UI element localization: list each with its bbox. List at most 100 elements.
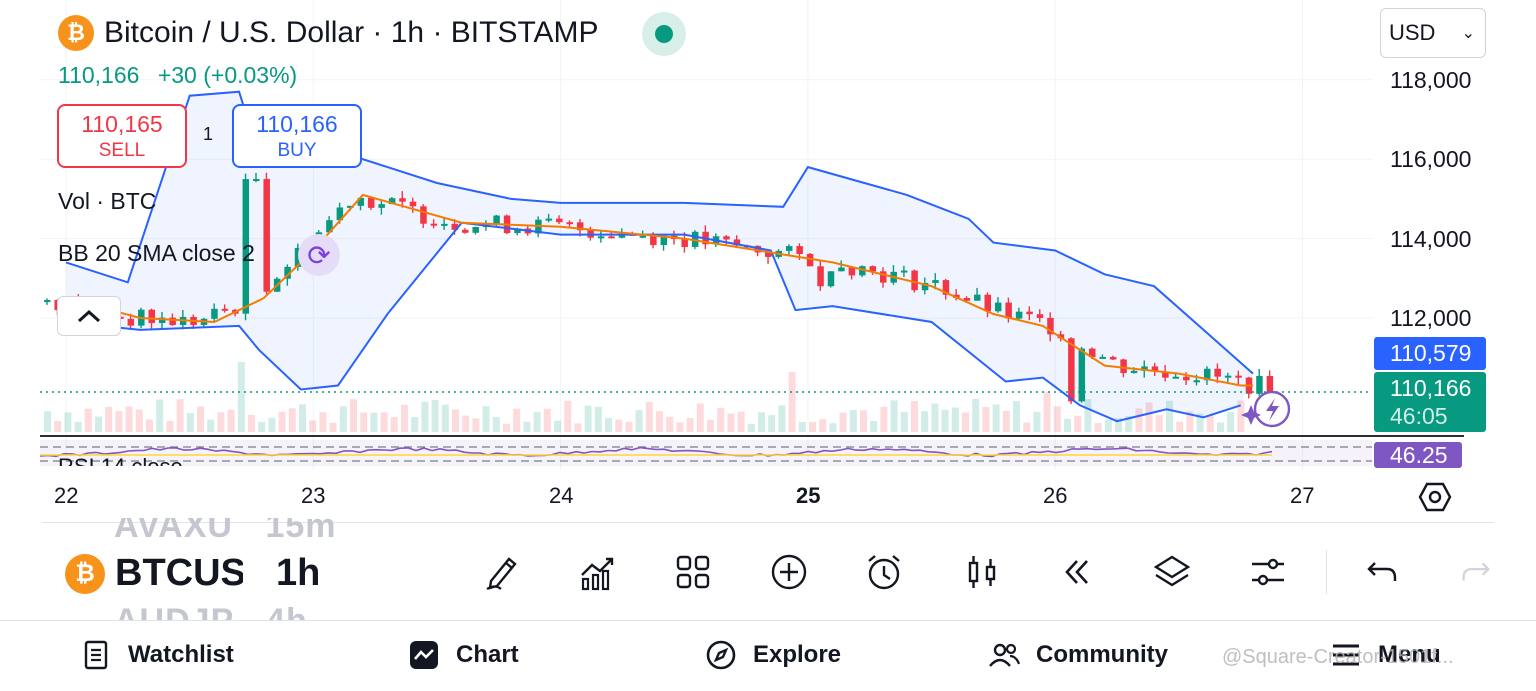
candle-body [723, 236, 730, 240]
volume-bar [1125, 416, 1133, 432]
plus-circle-icon [771, 554, 807, 590]
candle-body [44, 300, 51, 303]
sparkle-icon [1241, 405, 1261, 425]
rsi-value-tag: 46.25 [1374, 442, 1462, 468]
candle-body [639, 235, 647, 238]
volume-bar [156, 399, 164, 432]
volume-bar [819, 419, 827, 432]
chart-settings-icon[interactable] [1418, 480, 1452, 514]
symbol-title[interactable]: ₿ Bitcoin / U.S. Dollar · 1h · BITSTAMP [58, 12, 599, 54]
volume-bar [584, 405, 592, 432]
last-price-tag: 110,166 46:05 [1374, 372, 1486, 432]
volume-bar [574, 423, 582, 432]
volume-bar [176, 399, 184, 432]
symbol-picker-next[interactable]: AUDJP 4h [114, 604, 308, 622]
candle-body [576, 222, 584, 231]
layouts-button[interactable] [669, 548, 717, 596]
volume-bar [482, 406, 490, 432]
symbol-picker-prev[interactable]: AVAXU 15m [114, 518, 337, 546]
volume-bar [329, 422, 337, 432]
volume-bar [543, 408, 551, 432]
candle-body [514, 228, 521, 234]
sell-button[interactable]: 110,165 SELL [57, 104, 187, 168]
volume-bar [1176, 421, 1184, 432]
candle-body [618, 233, 626, 238]
alarm-icon [868, 555, 900, 590]
volume-bar [666, 416, 674, 432]
undo-button[interactable] [1358, 548, 1406, 596]
volume-bar [911, 400, 918, 432]
candle-body [399, 198, 406, 202]
add-button[interactable] [765, 548, 813, 596]
volume-bar [146, 419, 153, 432]
nav-community[interactable]: Community [988, 639, 1168, 671]
redo-button[interactable] [1456, 548, 1496, 596]
volume-bar [248, 414, 255, 432]
trade-quantity[interactable]: 1 [203, 124, 214, 144]
toolbar-separator [1326, 550, 1327, 594]
candle-body [1015, 311, 1023, 319]
candle-body [347, 205, 354, 208]
replay-button[interactable] [1052, 548, 1100, 596]
bollinger-indicator-label[interactable]: BB 20 SMA close 2 [58, 240, 255, 266]
candle-body [1120, 359, 1127, 374]
candle-body [263, 179, 270, 292]
volume-bar [1186, 411, 1194, 432]
volume-bar [288, 408, 296, 432]
current-interval[interactable]: 1h [276, 552, 321, 594]
candle-body [1005, 302, 1012, 319]
buy-button[interactable]: 110,166 BUY [232, 104, 362, 168]
volume-indicator-label[interactable]: Vol · BTC [58, 188, 157, 214]
candle-countdown: 46:05 [1390, 403, 1448, 429]
candle-body [869, 266, 877, 272]
bollinger-band-fill [66, 91, 1253, 422]
bollinger-lower-line [65, 221, 1242, 423]
candle-body [1172, 376, 1180, 379]
market-open-indicator[interactable] [642, 12, 686, 56]
symbol-picker-current[interactable]: ₿ BTCUS [65, 552, 243, 595]
candle-body [221, 308, 229, 311]
drawing-tool-button[interactable] [478, 548, 526, 596]
nav-menu[interactable]: Menu [1330, 639, 1441, 671]
buy-label: BUY [277, 140, 317, 161]
candle-body [284, 266, 291, 279]
refresh-icon[interactable]: ⟳ [298, 234, 340, 276]
last-price-line: 110,166 +30 (+0.03%) [58, 62, 309, 89]
people-icon [989, 643, 1020, 667]
layers-icon [1153, 555, 1191, 587]
nav-watchlist[interactable]: Watchlist [80, 639, 234, 671]
volume-bar [350, 399, 357, 432]
volume-bar [360, 412, 368, 432]
volume-bar [74, 421, 82, 432]
nav-menu-label: Menu [1378, 641, 1441, 668]
volume-bar [105, 406, 113, 432]
volume-bar [207, 419, 215, 432]
nav-chart[interactable]: Chart [408, 639, 519, 671]
volume-bar [533, 412, 541, 432]
chart-type-button[interactable] [958, 548, 1006, 596]
currency-select[interactable]: USD ⌄ [1380, 8, 1486, 58]
nav-explore[interactable]: Explore [705, 639, 841, 671]
volume-bar [849, 409, 857, 432]
compass-icon [706, 640, 736, 670]
candle-body [859, 266, 866, 276]
alert-button[interactable] [860, 548, 908, 596]
y-axis-label: 114,000 [1390, 226, 1472, 252]
price-chart[interactable] [0, 0, 1536, 520]
chart-properties-button[interactable] [1244, 548, 1292, 596]
symbol-title-text: Bitcoin / U.S. Dollar · 1h · BITSTAMP [104, 16, 599, 49]
collapse-indicators-button[interactable] [57, 296, 121, 336]
rsi-indicator-label[interactable]: RSI 14 close [58, 452, 183, 466]
candle-body [974, 294, 981, 301]
candle-body [1203, 368, 1211, 381]
candle-body [1130, 370, 1138, 374]
volume-bar [1104, 419, 1112, 432]
candle-body [817, 266, 824, 287]
candle-body [378, 204, 385, 208]
objects-tree-button[interactable] [1148, 548, 1196, 596]
candle-body [932, 280, 939, 283]
volume-bar [1074, 415, 1082, 432]
volume-bar [462, 415, 470, 432]
indicators-button[interactable] [573, 548, 621, 596]
chart-up-icon [581, 557, 614, 591]
